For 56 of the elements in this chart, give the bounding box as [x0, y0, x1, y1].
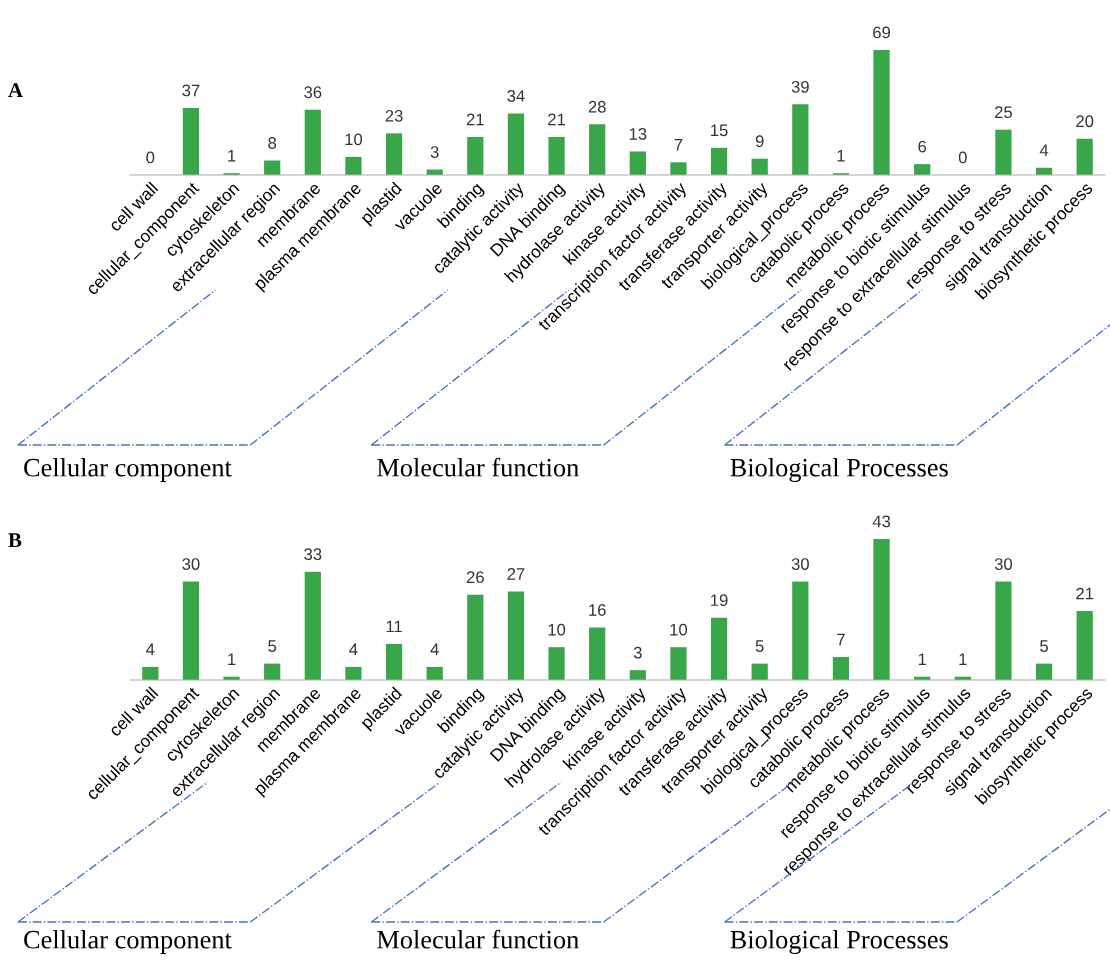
data-label: 11: [386, 620, 402, 633]
data-label: 0: [146, 151, 155, 164]
data-label: 1: [837, 149, 845, 162]
data-label: 7: [674, 139, 683, 151]
text: A: [8, 83, 23, 98]
data-label: 3: [430, 146, 439, 158]
data-label: 4: [430, 643, 439, 656]
data-label: 5: [755, 640, 764, 652]
data-label: 25: [995, 106, 1013, 119]
text: Cellular component: [24, 458, 232, 482]
text: Cellular component: [24, 930, 232, 954]
data-label: 10: [345, 133, 363, 146]
data-label: 30: [791, 558, 809, 570]
data-label: 4: [1039, 144, 1049, 156]
data-label: 4: [146, 643, 155, 656]
data-label: 10: [670, 623, 688, 636]
data-label: 4: [349, 643, 358, 656]
data-label: 33: [304, 548, 322, 561]
data-label: 5: [1040, 640, 1048, 652]
data-label: 16: [589, 604, 606, 616]
data-label: 13: [629, 128, 647, 140]
data-label: 19: [711, 594, 728, 607]
data-label: 43: [872, 515, 891, 528]
data-label: 26: [466, 571, 484, 584]
text: Molecular function: [377, 457, 579, 477]
data-label: 34: [507, 89, 525, 102]
text: Biological Processes: [730, 930, 948, 954]
data-label: 37: [182, 84, 200, 97]
data-label: 10: [548, 623, 566, 636]
data-label: 21: [548, 113, 566, 126]
data-label: 5: [268, 640, 277, 652]
data-label: 69: [873, 26, 891, 39]
chart-title: B: [8, 533, 22, 548]
data-label: 6: [918, 140, 927, 153]
data-label: 1: [959, 653, 967, 665]
data-label: 3: [633, 646, 642, 659]
data-label: 39: [791, 80, 809, 93]
data-label: 9: [755, 135, 764, 148]
data-label: 21: [1076, 587, 1094, 600]
data-label: 1: [228, 149, 236, 162]
data-label: 20: [1076, 115, 1094, 128]
data-label: 27: [507, 567, 525, 580]
data-label: 15: [711, 124, 728, 137]
data-label: 8: [268, 137, 277, 149]
data-label: 23: [385, 109, 403, 122]
data-label: 30: [994, 558, 1013, 570]
data-label: 0: [958, 151, 967, 164]
data-label: 28: [588, 100, 606, 113]
text: Biological Processes: [730, 458, 948, 482]
data-label: 36: [304, 86, 322, 99]
data-label: 7: [837, 633, 845, 646]
text: Molecular function: [377, 929, 579, 949]
data-label: 1: [918, 653, 927, 665]
data-label: 21: [466, 113, 484, 126]
data-label: 30: [182, 558, 200, 570]
data-label: 1: [228, 653, 236, 665]
